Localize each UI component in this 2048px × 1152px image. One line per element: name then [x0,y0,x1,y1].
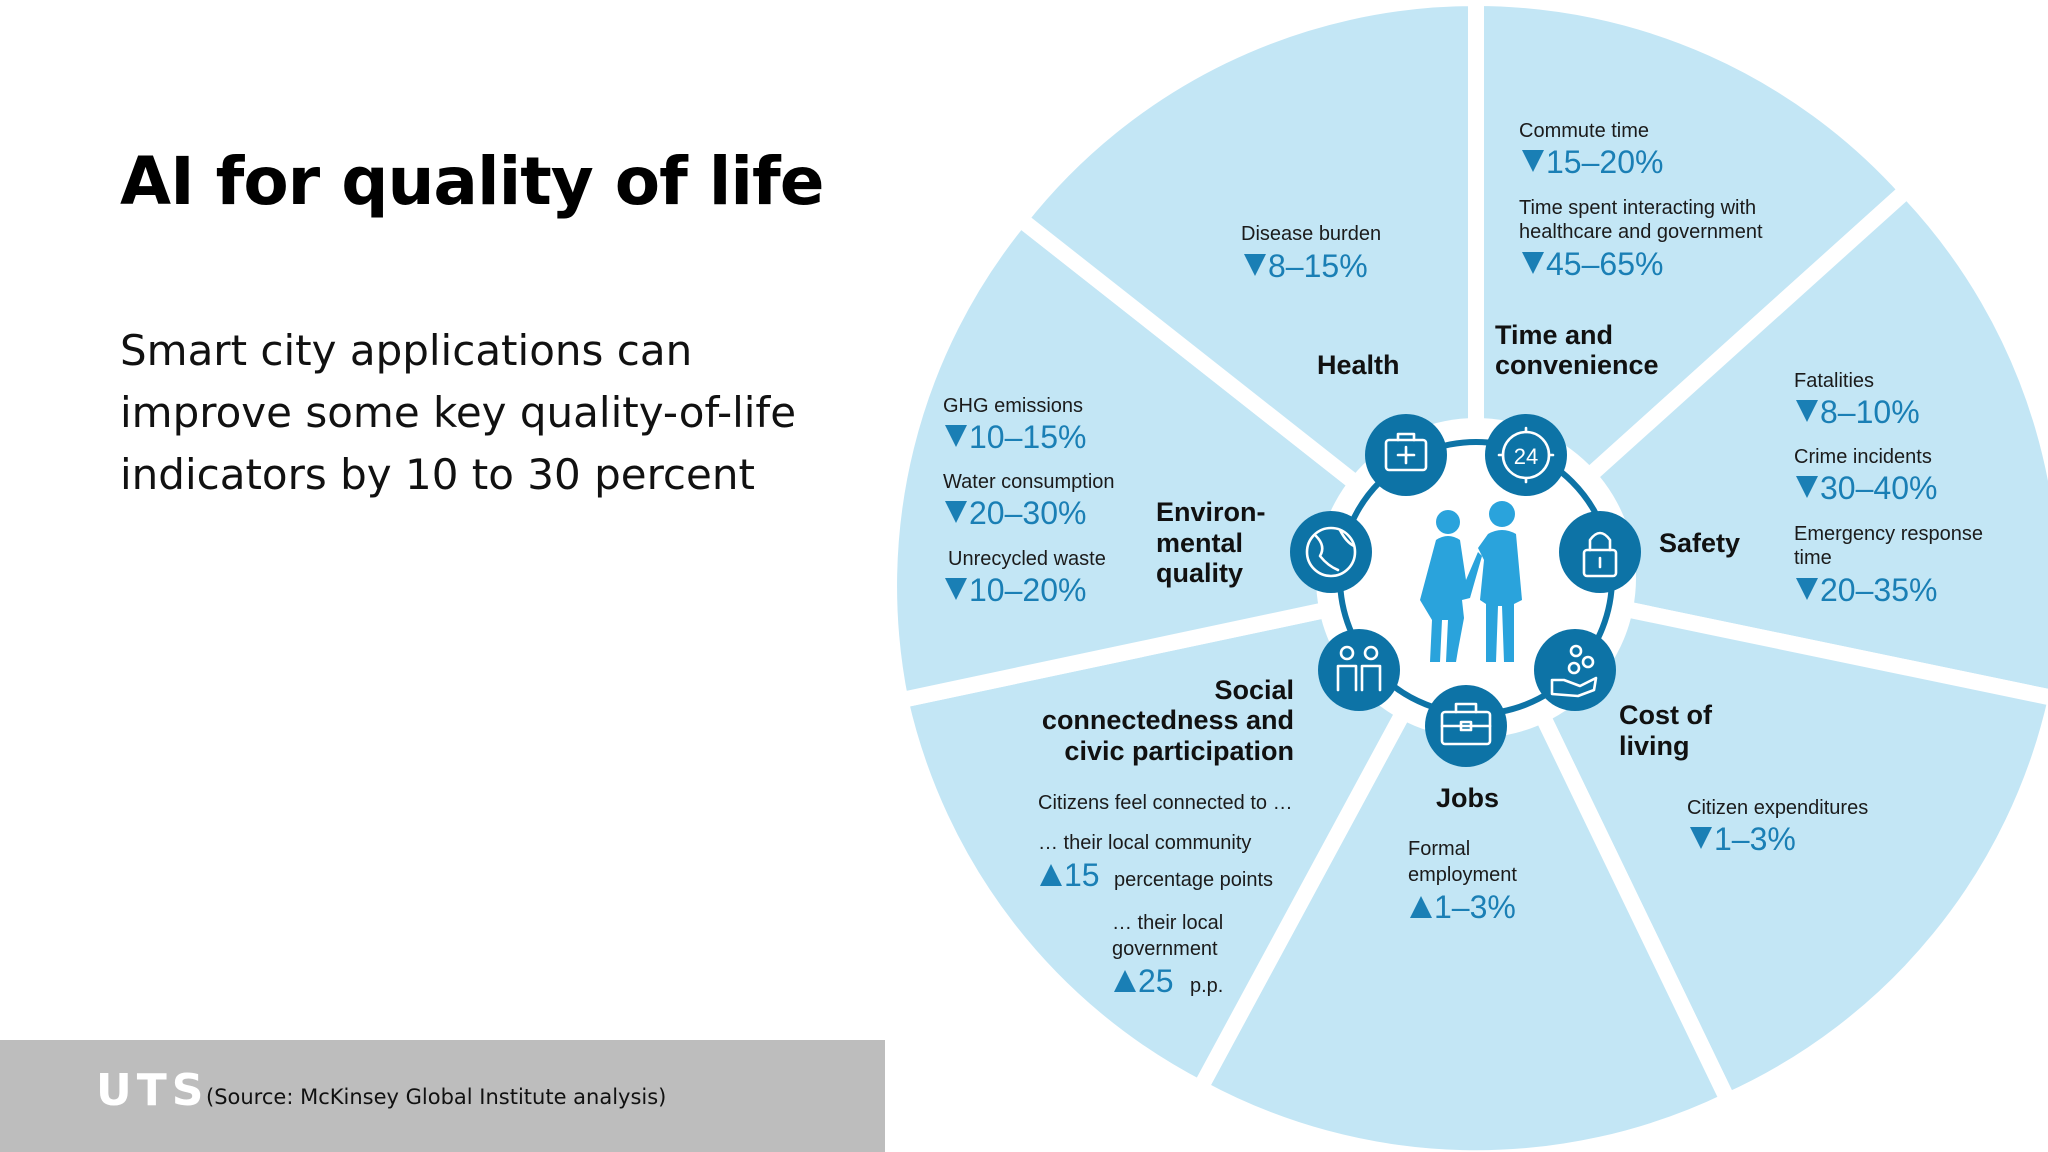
up-arrow-icon [1410,896,1432,918]
footer-bar [0,1040,885,1152]
safety-section: Fatalities 8–10% Crime incidents 30–40% … [1659,370,1983,608]
commute-time-value: 15–20% [1546,144,1663,180]
unrecycled-waste-value: 10–20% [969,572,1086,608]
local-community-value: 15 [1064,857,1100,893]
formal-employment-label-line2: employment [1408,864,1517,886]
segment-time-convenience [1468,0,1919,596]
local-government-unit: p.p. [1190,975,1223,997]
citizen-expenditures-value: 1–3% [1714,821,1796,857]
jobs-section: Jobs Formal employment 1–3% [1408,783,1517,925]
environment-category-line3: quality [1156,558,1243,588]
padlock-icon [1559,511,1641,593]
emergency-label-line2: time [1794,547,1832,569]
page-title: AI for quality of life [120,143,825,220]
crime-incidents-label: Crime incidents [1794,446,1932,468]
fatalities-value: 8–10% [1820,394,1920,430]
briefcase-icon [1425,685,1507,767]
environment-category-line2: mental [1156,528,1243,558]
down-arrow-icon [1796,400,1818,422]
cost-section: Cost of living Citizen expenditures 1–3% [1619,700,1868,857]
down-arrow-icon [1690,827,1712,849]
uts-logo: UTS [96,1065,209,1116]
health-icon [1365,414,1447,496]
time-spent-label-line1: Time spent interacting with [1519,197,1756,219]
wheel-segments [881,0,2048,1152]
down-arrow-icon [1796,476,1818,498]
water-consumption-label: Water consumption [943,471,1115,493]
down-arrow-icon [945,578,967,600]
down-arrow-icon [1522,150,1544,172]
formal-employment-label-line1: Formal [1408,838,1470,860]
cost-category-line1: Cost of [1619,700,1713,730]
local-community-unit: percentage points [1114,869,1273,891]
citizens-feel-connected-label: Citizens feel connected to … [1038,792,1293,814]
commute-time-label: Commute time [1519,120,1649,142]
local-government-label-line1: … their local [1112,912,1223,934]
environment-category-line1: Environ- [1156,497,1266,527]
time-category-line1: Time and [1495,320,1613,350]
health-section: Disease burden 8–15% Health [1241,223,1400,380]
clock-label: 24 [1514,444,1538,469]
time-spent-label-line2: healthcare and government [1519,221,1763,243]
emergency-label-line1: Emergency response [1794,523,1983,545]
down-arrow-icon [1522,252,1544,274]
local-community-label: … their local community [1038,832,1251,854]
social-category-line3: civic participation [1064,736,1294,766]
fatalities-label: Fatalities [1794,370,1874,392]
local-government-value: 25 [1138,963,1174,999]
emergency-value: 20–35% [1820,572,1937,608]
ghg-emissions-label: GHG emissions [943,395,1083,417]
time-category-line2: convenience [1495,350,1659,380]
down-arrow-icon [945,501,967,523]
quality-of-life-wheel: 24 [881,0,2048,1152]
formal-employment-value: 1–3% [1434,889,1516,925]
unrecycled-waste-label: Unrecycled waste [948,548,1106,570]
down-arrow-icon [1796,578,1818,600]
crime-incidents-value: 30–40% [1820,470,1937,506]
time-section: Commute time 15–20% Time spent interacti… [1495,120,1763,380]
up-arrow-icon [1114,970,1136,992]
time-spent-value: 45–65% [1546,246,1663,282]
social-category-line2: connectedness and [1042,705,1294,735]
ghg-emissions-value: 10–15% [969,419,1086,455]
safety-category: Safety [1659,528,1740,558]
water-consumption-value: 20–30% [969,495,1086,531]
social-category-line1: Social [1214,675,1294,705]
source-caption: (Source: McKinsey Global Institute analy… [206,1085,667,1109]
citizen-expenditures-label: Citizen expenditures [1687,797,1868,819]
slide-subtitle: Smart city applications can improve some… [120,326,797,499]
segment-jobs [1189,560,1739,1152]
globe-icon [1290,511,1372,593]
segment-social [890,566,1492,1100]
center-people-icon [1420,501,1522,662]
disease-burden-label: Disease burden [1241,223,1381,245]
environment-section: GHG emissions 10–15% Water consumption 2… [943,395,1266,608]
down-arrow-icon [1244,254,1266,276]
down-arrow-icon [945,425,967,447]
social-section: Social connectedness and civic participa… [1038,675,1294,999]
hand-coins-icon [1534,629,1616,711]
clock-icon: 24 [1485,414,1567,496]
segment-health [1008,0,1484,595]
cost-category-line2: living [1619,731,1690,761]
local-government-label-line2: government [1112,938,1218,960]
disease-burden-value: 8–15% [1268,248,1368,284]
two-people-icon [1318,629,1400,711]
up-arrow-icon [1040,864,1062,886]
health-category: Health [1317,350,1400,380]
jobs-category: Jobs [1436,783,1499,813]
segment-cost-of-living [1461,566,2048,1112]
